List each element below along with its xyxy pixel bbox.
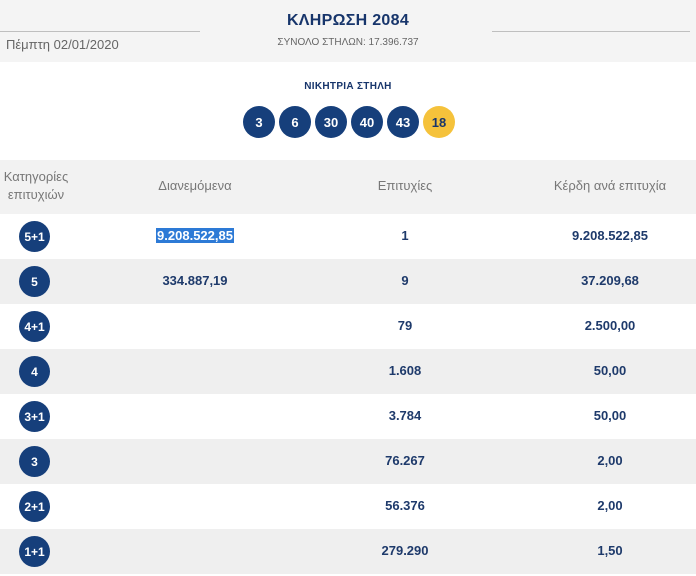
distributed-cell: 334.887,19 xyxy=(162,273,228,288)
category-badge: 3+1 xyxy=(19,401,50,432)
winning-number-ball: 3 xyxy=(243,106,275,138)
header-distributed: Διανεμόμενα xyxy=(158,178,232,193)
table-row: 3 76.267 2,00 xyxy=(0,439,696,484)
category-badge: 1+1 xyxy=(19,536,50,567)
hits-cell: 79 xyxy=(397,318,413,333)
header-hits: Επιτυχίες xyxy=(377,178,433,193)
header-divider-left xyxy=(0,31,200,32)
hits-cell: 279.290 xyxy=(381,543,429,558)
table-row: 3+1 3.784 50,00 xyxy=(0,394,696,439)
table-row: 4+1 79 2.500,00 xyxy=(0,304,696,349)
prize-cell: 2,00 xyxy=(597,498,623,513)
header-prize: Κέρδη ανά επιτυχία xyxy=(553,178,667,193)
winning-column-label: ΝΙΚΗΤΡΙΑ ΣΤΗΛΗ xyxy=(304,81,392,92)
draw-date: Πέμπτη 02/01/2020 xyxy=(6,37,119,52)
selected-text-highlight[interactable]: 9.208.522,85 xyxy=(156,228,234,243)
prize-cell: 50,00 xyxy=(593,408,627,423)
prize-cell: 2,00 xyxy=(597,453,623,468)
winning-number-ball: 43 xyxy=(387,106,419,138)
category-badge: 5+1 xyxy=(19,221,50,252)
winning-number-ball: 30 xyxy=(315,106,347,138)
hits-cell: 76.267 xyxy=(385,453,425,468)
table-row: 1+1 279.290 1,50 xyxy=(0,529,696,574)
category-badge: 5 xyxy=(19,266,50,297)
header-category: Κατηγορίες επιτυχιών xyxy=(3,169,69,202)
prize-cell: 2.500,00 xyxy=(584,318,636,333)
category-badge: 4 xyxy=(19,356,50,387)
results-table-header: Κατηγορίες επιτυχιών Διανεμόμενα Επιτυχί… xyxy=(0,160,696,214)
winning-numbers: 3 6 30 40 43 18 xyxy=(243,106,455,138)
prize-cell: 9.208.522,85 xyxy=(572,228,648,243)
hits-cell: 9 xyxy=(401,273,409,288)
table-row: 5 334.887,19 9 37.209,68 xyxy=(0,259,696,304)
table-row: 2+1 56.376 2,00 xyxy=(0,484,696,529)
hits-cell: 56.376 xyxy=(385,498,425,513)
winning-number-ball: 40 xyxy=(351,106,383,138)
category-badge: 3 xyxy=(19,446,50,477)
table-row: 5+1 9.208.522,85 1 9.208.522,85 xyxy=(0,214,696,259)
draw-title: ΚΛΗΡΩΣΗ 2084 xyxy=(286,12,410,29)
table-row: 4 1.608 50,00 xyxy=(0,349,696,394)
category-badge: 2+1 xyxy=(19,491,50,522)
header-divider-right xyxy=(492,31,690,32)
prize-cell: 50,00 xyxy=(593,363,627,378)
hits-cell: 3.784 xyxy=(388,408,422,423)
winning-number-ball: 6 xyxy=(279,106,311,138)
bonus-number-ball: 18 xyxy=(423,106,455,138)
draw-header: Πέμπτη 02/01/2020 ΚΛΗΡΩΣΗ 2084 ΣΥΝΟΛΟ ΣΤ… xyxy=(0,0,696,62)
hits-cell: 1 xyxy=(401,228,409,243)
hits-cell: 1.608 xyxy=(388,363,422,378)
prize-cell: 37.209,68 xyxy=(581,273,639,288)
distributed-cell: 9.208.522,85 xyxy=(110,228,280,243)
category-badge: 4+1 xyxy=(19,311,50,342)
prize-cell: 1,50 xyxy=(597,543,623,558)
total-columns: ΣΥΝΟΛΟ ΣΤΗΛΩΝ: 17.396.737 xyxy=(277,37,419,48)
